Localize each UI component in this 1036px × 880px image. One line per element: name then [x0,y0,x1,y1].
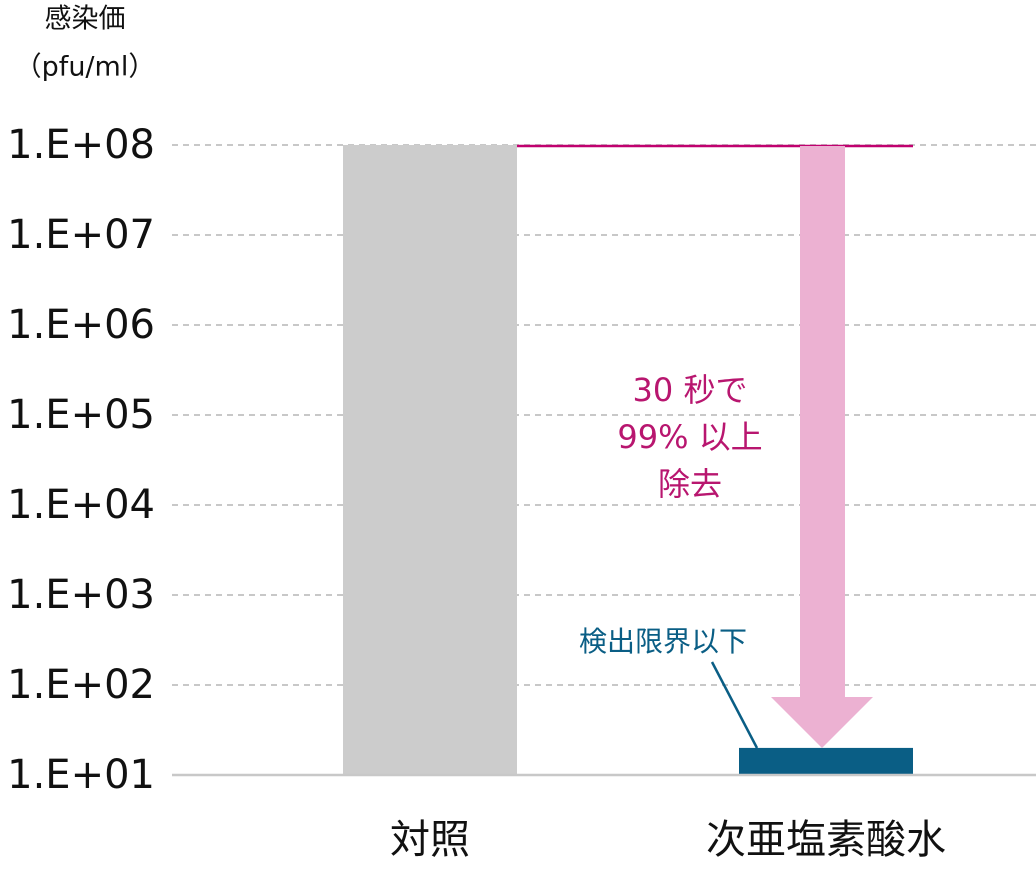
annotation: 99% 以上 [617,418,762,456]
bar [739,747,913,775]
y-tick-label: 1.E+05 [7,392,155,438]
y-tick-label: 1.E+03 [7,572,155,618]
annotation: 検出限界以下 [579,625,747,658]
leader-line [710,661,759,749]
y-tick-label: 1.E+02 [7,662,155,708]
y-tick-label: 1.E+01 [7,752,155,798]
y-tick-label: 1.E+07 [7,212,155,258]
plot-area: 1.E+01 1.E+02 1.E+03 1.E+04 1.E+05 1.E+06 1.E+… [7,122,1036,863]
x-tick-label: 対照 [390,817,470,863]
annotation: 除去 [658,465,722,503]
y-axis-label: （pfu/ml） [15,52,156,83]
y-tick-label: 1.E+08 [7,122,155,168]
y-tick-label: 1.E+06 [7,302,155,348]
bar [343,145,517,775]
annotation: 30 秒で [633,371,748,409]
reduction-arrow [771,146,873,748]
y-tick-label: 1.E+04 [7,482,155,528]
y-axis-label: 感染価 [45,4,126,35]
x-tick-label: 次亜塩素酸水 [706,817,946,863]
